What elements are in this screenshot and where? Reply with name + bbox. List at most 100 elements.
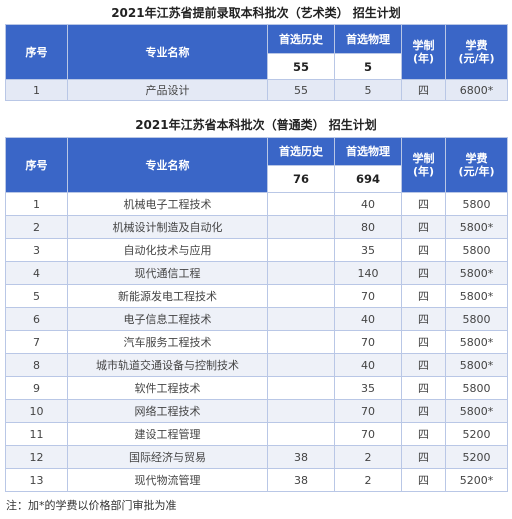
row-seq: 1 <box>5 79 68 101</box>
row-seq: 10 <box>5 399 68 423</box>
table-row: 5 新能源发电工程技术 70 四 5800* <box>5 284 508 308</box>
col-fee-line2: (元/年) <box>458 52 495 65</box>
row-history <box>267 376 335 400</box>
table-row: 1 产品设计 55 5 四 6800* <box>5 79 508 101</box>
row-years: 四 <box>401 468 446 492</box>
row-history <box>267 353 335 377</box>
total-history: 55 <box>267 53 335 80</box>
row-fee: 5800* <box>445 330 508 354</box>
row-fee: 5800* <box>445 399 508 423</box>
row-physics: 70 <box>334 330 402 354</box>
row-seq: 11 <box>5 422 68 446</box>
row-physics: 5 <box>334 79 402 101</box>
row-major: 国际经济与贸易 <box>67 445 268 469</box>
row-seq: 8 <box>5 353 68 377</box>
total-physics: 694 <box>334 165 402 193</box>
general-table-title: 2021年江苏省本科批次（普通类） 招生计划 <box>135 118 377 132</box>
row-history: 38 <box>267 445 335 469</box>
row-seq: 1 <box>5 192 68 216</box>
table-row: 4 现代通信工程 140 四 5800* <box>5 261 508 285</box>
col-years-line2: (年) <box>412 165 435 178</box>
row-history <box>267 307 335 331</box>
row-physics: 40 <box>334 192 402 216</box>
header-row: 序号 专业名称 首选历史 首选物理 学制 (年) 学费 (元/年) <box>5 24 508 80</box>
row-years: 四 <box>401 261 446 285</box>
row-seq: 7 <box>5 330 68 354</box>
col-major: 专业名称 <box>67 24 268 80</box>
row-major: 新能源发电工程技术 <box>67 284 268 308</box>
col-years-line1: 学制 <box>412 152 435 165</box>
table-row: 1 机械电子工程技术 40 四 5800 <box>5 192 508 216</box>
col-seq: 序号 <box>5 137 68 193</box>
row-physics: 2 <box>334 468 402 492</box>
row-major: 现代通信工程 <box>67 261 268 285</box>
table-row: 6 电子信息工程技术 40 四 5800 <box>5 307 508 331</box>
row-major: 电子信息工程技术 <box>67 307 268 331</box>
row-major: 机械设计制造及自动化 <box>67 215 268 239</box>
table-row: 8 城市轨道交通设备与控制技术 40 四 5800* <box>5 353 508 377</box>
table-row: 10 网络工程技术 70 四 5800* <box>5 399 508 423</box>
row-years: 四 <box>401 238 446 262</box>
total-history: 76 <box>267 165 335 193</box>
row-years: 四 <box>401 192 446 216</box>
row-years: 四 <box>401 215 446 239</box>
row-years: 四 <box>401 284 446 308</box>
row-history: 55 <box>267 79 335 101</box>
row-fee: 5800* <box>445 215 508 239</box>
row-physics: 70 <box>334 422 402 446</box>
row-physics: 140 <box>334 261 402 285</box>
general-rows: 1 机械电子工程技术 40 四 5800 2 机械设计制造及自动化 80 四 5… <box>5 192 508 492</box>
row-history <box>267 330 335 354</box>
col-fee: 学费 (元/年) <box>445 24 508 80</box>
row-history <box>267 238 335 262</box>
totals-row: 55 5 <box>6 53 508 80</box>
row-seq: 12 <box>5 445 68 469</box>
row-history <box>267 399 335 423</box>
row-years: 四 <box>401 353 446 377</box>
table-row: 2 机械设计制造及自动化 80 四 5800* <box>5 215 508 239</box>
table-row: 11 建设工程管理 70 四 5200 <box>5 422 508 446</box>
row-history <box>267 284 335 308</box>
col-years: 学制 (年) <box>401 24 446 80</box>
table-row: 9 软件工程技术 35 四 5800 <box>5 376 508 400</box>
art-table-title: 2021年江苏省提前录取本科批次（艺术类） 招生计划 <box>111 6 401 20</box>
row-major: 网络工程技术 <box>67 399 268 423</box>
row-physics: 70 <box>334 284 402 308</box>
row-fee: 5800* <box>445 261 508 285</box>
row-fee: 5200 <box>445 445 508 469</box>
row-fee: 5200 <box>445 422 508 446</box>
row-history <box>267 215 335 239</box>
col-major: 专业名称 <box>67 137 268 193</box>
table-row: 7 汽车服务工程技术 70 四 5800* <box>5 330 508 354</box>
row-history: 38 <box>267 468 335 492</box>
row-fee: 5800 <box>445 376 508 400</box>
row-seq: 2 <box>5 215 68 239</box>
row-physics: 40 <box>334 307 402 331</box>
general-plan-table: 序号 专业名称 首选历史 首选物理 学制 (年) 学费 (元/年) 76 694… <box>5 137 508 492</box>
col-history: 首选历史 <box>267 137 335 166</box>
row-fee: 5800* <box>445 284 508 308</box>
col-history: 首选历史 <box>267 24 335 54</box>
header-row: 序号 专业名称 首选历史 首选物理 学制 (年) 学费 (元/年) <box>5 137 508 193</box>
row-seq: 5 <box>5 284 68 308</box>
row-fee: 5200* <box>445 468 508 492</box>
row-fee: 5800 <box>445 307 508 331</box>
col-seq: 序号 <box>5 24 68 80</box>
row-years: 四 <box>401 79 446 101</box>
row-physics: 35 <box>334 238 402 262</box>
row-physics: 2 <box>334 445 402 469</box>
col-physics: 首选物理 <box>334 137 402 166</box>
row-seq: 3 <box>5 238 68 262</box>
col-fee-line2: (元/年) <box>458 165 495 178</box>
row-major: 机械电子工程技术 <box>67 192 268 216</box>
table-row: 13 现代物流管理 38 2 四 5200* <box>5 468 508 492</box>
row-physics: 70 <box>334 399 402 423</box>
row-major: 自动化技术与应用 <box>67 238 268 262</box>
row-major: 汽车服务工程技术 <box>67 330 268 354</box>
table-row: 12 国际经济与贸易 38 2 四 5200 <box>5 445 508 469</box>
row-history <box>267 422 335 446</box>
row-history <box>267 192 335 216</box>
row-years: 四 <box>401 422 446 446</box>
row-physics: 40 <box>334 353 402 377</box>
row-years: 四 <box>401 399 446 423</box>
